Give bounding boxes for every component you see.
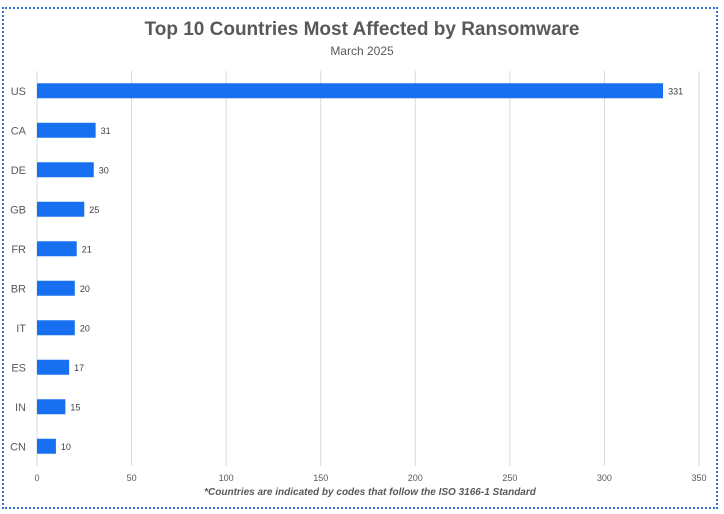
y-tick-label: CA <box>11 125 27 137</box>
data-label: 20 <box>80 323 90 333</box>
y-tick-label: FR <box>11 244 26 256</box>
data-label: 331 <box>668 86 683 96</box>
bar-gb <box>37 201 85 217</box>
data-label: 20 <box>80 284 90 294</box>
bar-br <box>37 280 75 296</box>
y-axis-tick-labels: US CA DE GB FR BR IT ES IN CN <box>10 86 27 454</box>
bar-ca <box>37 122 96 138</box>
bar-it <box>37 320 75 336</box>
x-axis-tick-labels: 0 50 100 150 200 250 300 350 <box>34 473 706 483</box>
chart-subtitle: March 2025 <box>330 44 394 58</box>
x-tick-label: 350 <box>691 473 706 483</box>
y-tick-label: IN <box>15 402 26 414</box>
x-tick-label: 50 <box>127 473 137 483</box>
y-tick-label: US <box>11 86 26 98</box>
x-tick-label: 100 <box>219 473 234 483</box>
y-tick-label: CN <box>10 441 26 453</box>
data-label: 15 <box>70 402 80 412</box>
y-tick-label: BR <box>11 283 26 295</box>
y-tick-label: DE <box>11 165 26 177</box>
data-label: 10 <box>61 442 71 452</box>
x-tick-label: 150 <box>313 473 328 483</box>
data-label: 17 <box>74 363 84 373</box>
chart-title: Top 10 Countries Most Affected by Ransom… <box>144 19 580 40</box>
bar-de <box>37 162 94 178</box>
bars <box>37 83 664 454</box>
bar-cn <box>37 438 56 454</box>
data-label: 30 <box>99 165 109 175</box>
x-tick-label: 0 <box>34 473 39 483</box>
bar-us <box>37 83 664 99</box>
chart-frame <box>2 7 718 509</box>
x-tick-label: 300 <box>597 473 612 483</box>
gridlines <box>36 71 700 466</box>
bar-in <box>37 399 66 415</box>
chart-footnote: *Countries are indicated by codes that f… <box>204 487 536 498</box>
x-tick-label: 200 <box>408 473 423 483</box>
data-labels: 331 31 30 25 21 20 20 17 15 10 <box>61 86 683 452</box>
data-label: 21 <box>82 244 92 254</box>
y-tick-label: IT <box>16 323 26 335</box>
bar-fr <box>37 241 77 257</box>
y-tick-label: GB <box>10 204 26 216</box>
x-tick-label: 250 <box>502 473 517 483</box>
y-tick-label: ES <box>11 362 26 374</box>
bar-es <box>37 359 70 375</box>
data-label: 31 <box>101 126 111 136</box>
data-label: 25 <box>89 205 99 215</box>
